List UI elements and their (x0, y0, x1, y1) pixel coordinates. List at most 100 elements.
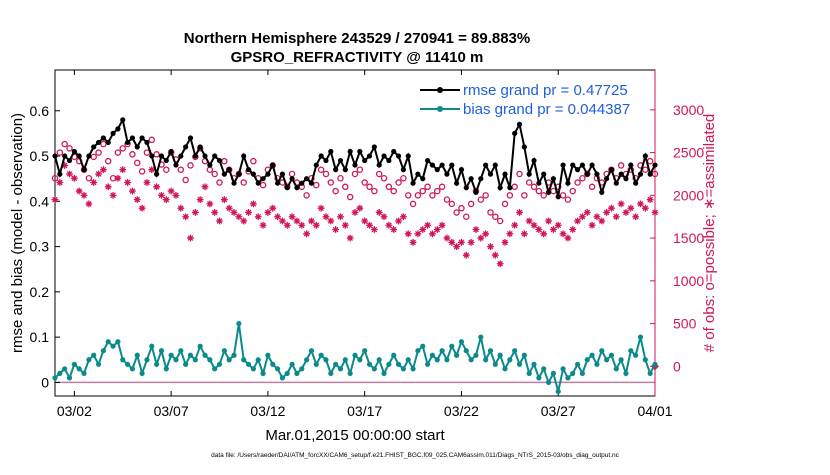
rmse-point (400, 167, 406, 173)
obs-assimilated-point (608, 204, 615, 212)
obs-possible-point (516, 170, 523, 178)
obs-assimilated-point (641, 204, 649, 212)
obs-possible-point (51, 174, 59, 182)
rmse-point (502, 171, 508, 177)
obs-possible-point (104, 157, 112, 165)
obs-possible-point (371, 187, 378, 195)
rmse-point (260, 176, 266, 182)
obs-assimilated-point (235, 213, 243, 221)
bias-point (299, 366, 305, 372)
legend-rmse-marker (437, 87, 443, 93)
obs-assimilated-point (187, 234, 194, 242)
rmse-point (212, 153, 218, 159)
bias-point (507, 357, 513, 363)
rmse-point (545, 189, 552, 195)
x-axis-ticks: 03/02 03/07 03/12 03/17 03/22 03/27 04/01 (57, 70, 673, 419)
obs-assimilated-point (85, 200, 93, 208)
y-right-tick-label: 1000 (673, 273, 704, 289)
obs-assimilated-point (206, 200, 214, 208)
rmse-point (478, 176, 484, 182)
bias-point (279, 375, 286, 381)
bias-point (463, 348, 469, 354)
bias-point (458, 339, 465, 345)
y-left-axis-label: rmse and bias (model - observation) (9, 113, 26, 353)
rmse-point (420, 176, 426, 182)
bias-point (652, 361, 658, 367)
bias-point (149, 343, 155, 349)
obs-assimilated-point (346, 234, 354, 242)
obs-possible-point (429, 192, 436, 199)
bias-point (115, 339, 121, 345)
bias-point (574, 361, 581, 367)
obs-assimilated-point (506, 230, 514, 238)
obs-assimilated-point (472, 226, 480, 233)
obs-assimilated-point (162, 196, 170, 204)
rmse-point (81, 167, 87, 173)
bias-point (124, 361, 131, 367)
bias-point (550, 370, 556, 376)
obs-possible-point (506, 192, 514, 199)
chart-title-line1: Northern Hemisphere 243529 / 270941 = 89… (184, 30, 530, 47)
bias-point (429, 352, 436, 358)
bias-point (207, 357, 213, 363)
rmse-point (304, 176, 310, 182)
obs-possible-point (317, 166, 325, 173)
bias-point (420, 343, 426, 349)
obs-assimilated-point (211, 209, 219, 216)
rmse-point (129, 135, 136, 141)
obs-possible-point (361, 179, 368, 186)
data-file-footer: data file: /Users/raeder/DAI/ATM_forcXX/… (211, 452, 620, 459)
y-right-axis-label: # of obs: o=possible; ∗=assimilated (701, 114, 718, 353)
rmse-point (284, 185, 290, 191)
obs-assimilated-point (274, 213, 281, 221)
obs-possible-point (375, 170, 383, 178)
obs-assimilated-point (75, 187, 83, 195)
obs-assimilated-point (322, 213, 330, 221)
obs-assimilated-point (148, 166, 156, 174)
bias-point (66, 375, 73, 381)
y-left-tick-label: 0.4 (30, 193, 50, 209)
obs-assimilated-point (230, 209, 238, 216)
obs-possible-point (385, 183, 393, 191)
rmse-point (120, 117, 126, 123)
rmse-point (623, 176, 629, 182)
bias-point (323, 357, 329, 363)
rmse-point (541, 171, 547, 177)
bias-point (212, 366, 218, 372)
obs-possible-point (395, 179, 402, 186)
bias-point (512, 348, 518, 354)
rmse-point (584, 171, 590, 177)
obs-possible-point (119, 145, 126, 152)
x-tick-label: 04/01 (637, 403, 672, 419)
legend-bias-marker (437, 106, 443, 112)
bias-point (134, 352, 140, 358)
obs-assimilated-point (627, 204, 635, 212)
bias-point (444, 357, 450, 363)
y-left-tick-label: 0 (41, 374, 49, 390)
obs-possible-point (574, 179, 581, 186)
y-left-tick-label: 0.2 (30, 284, 50, 300)
rmse-point (76, 153, 82, 159)
obs-possible-point (143, 149, 151, 156)
obs-assimilated-point (269, 204, 277, 212)
obs-assimilated-point (317, 204, 325, 212)
obs-assimilated-point (549, 226, 557, 233)
obs-assimilated-point (366, 221, 373, 229)
rmse-point (231, 180, 237, 186)
bias-point (386, 361, 392, 367)
rmse-point (144, 139, 150, 146)
rmse-point (574, 167, 581, 173)
rmse-point (95, 139, 102, 146)
y-left-tick-label: 0.5 (30, 148, 50, 164)
bias-point (216, 361, 223, 367)
bias-point (599, 348, 605, 354)
bias-point (100, 348, 106, 354)
rmse-point (226, 167, 232, 173)
bias-point (221, 348, 227, 354)
bias-point (342, 357, 348, 363)
rmse-point (531, 157, 537, 164)
rmse-series (52, 116, 658, 200)
rmse-point (328, 148, 334, 155)
bias-point (352, 352, 358, 358)
bias-point (158, 348, 165, 354)
